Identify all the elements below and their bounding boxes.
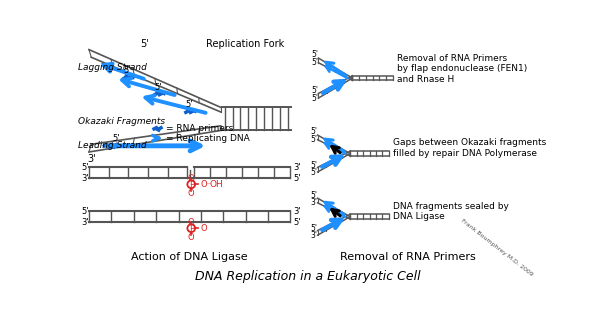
Text: 3': 3' (293, 163, 301, 172)
Text: P: P (188, 180, 194, 189)
Text: 5': 5' (155, 83, 163, 92)
Text: 3': 3' (88, 154, 97, 164)
Text: = Replicating DNA: = Replicating DNA (166, 134, 250, 143)
Text: Removal of RNA Primers
by flap endonuclease (FEN1)
and Rnase H: Removal of RNA Primers by flap endonucle… (397, 54, 527, 84)
Text: 3': 3' (311, 231, 317, 240)
Text: 3': 3' (81, 217, 89, 227)
Text: 5': 5' (311, 224, 317, 233)
Text: O: O (200, 224, 207, 233)
Text: 5': 5' (81, 207, 89, 216)
Text: Gaps between Okazaki fragments
filled by repair DNA Polymerase: Gaps between Okazaki fragments filled by… (393, 139, 546, 158)
Text: 5': 5' (112, 134, 120, 143)
Text: 3': 3' (293, 207, 301, 216)
Text: Action of DNA Ligase: Action of DNA Ligase (131, 252, 248, 262)
Text: 5': 5' (311, 86, 319, 95)
Text: O⁻: O⁻ (200, 180, 212, 189)
Text: 5': 5' (293, 217, 301, 227)
Text: DNA fragments sealed by
DNA Ligase: DNA fragments sealed by DNA Ligase (393, 202, 509, 221)
Text: O: O (188, 218, 194, 227)
Text: O: O (188, 189, 194, 198)
Text: 3': 3' (81, 174, 89, 183)
Text: OH: OH (210, 180, 224, 189)
Text: 5': 5' (186, 100, 193, 109)
Text: Removal of RNA Primers: Removal of RNA Primers (340, 252, 476, 262)
Text: 5': 5' (81, 163, 89, 172)
Text: 5': 5' (311, 94, 319, 103)
Text: O: O (188, 174, 194, 184)
Text: Lagging Strand: Lagging Strand (78, 63, 147, 72)
Text: 5': 5' (311, 58, 319, 67)
Text: 5': 5' (311, 168, 317, 177)
Text: = RNA primers: = RNA primers (166, 124, 234, 133)
Text: 5': 5' (311, 191, 317, 200)
Text: 5': 5' (311, 50, 319, 60)
Text: 5': 5' (124, 67, 131, 75)
Text: 5': 5' (140, 39, 149, 49)
Text: Frank Boumphrey M.D. 2009: Frank Boumphrey M.D. 2009 (460, 218, 534, 277)
Text: P: P (188, 224, 194, 233)
Text: 5': 5' (311, 127, 317, 137)
Text: O: O (188, 233, 194, 242)
Text: Okazaki Fragments: Okazaki Fragments (78, 117, 165, 126)
Text: Leading Strand: Leading Strand (78, 141, 147, 150)
Text: DNA Replication in a Eukaryotic Cell: DNA Replication in a Eukaryotic Cell (194, 270, 421, 283)
Text: 3': 3' (311, 198, 317, 207)
Text: Replication Fork: Replication Fork (206, 39, 284, 49)
Text: 5': 5' (311, 161, 317, 170)
Text: 5': 5' (311, 135, 317, 144)
Text: 5': 5' (293, 174, 301, 183)
